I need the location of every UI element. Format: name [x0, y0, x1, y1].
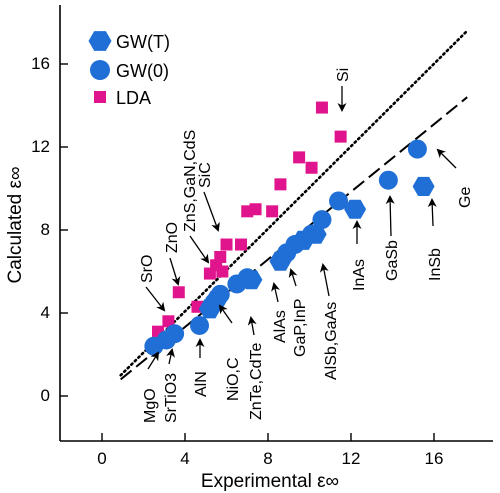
y-tick-labels: 0 4 8 12 16 [31, 54, 50, 405]
annotation-gasb: GaSb [384, 240, 401, 281]
gw-0-point [312, 210, 332, 230]
y-tick-label: 4 [41, 303, 50, 322]
gw-0-point [210, 284, 230, 304]
annotation-arrow [189, 235, 210, 264]
annotation-srtio3: SrTiO3 [163, 373, 180, 423]
annotation-alsb-gaas: AlSb,GaAs [323, 302, 340, 380]
lda-point [249, 203, 262, 216]
annotation-ge: Ge [457, 187, 474, 208]
lda-point [274, 178, 287, 191]
annotation-sic: SiC [197, 162, 214, 188]
legend-marker-lda [94, 91, 106, 103]
y-tick-label: 16 [31, 54, 50, 73]
gw-t-point [344, 199, 367, 219]
annotations: Si SiC ZnS,GaN,CdS ZnO SrO MgO SrTiO3 Al… [139, 68, 474, 423]
y-axis-title: Calculated ε∞ [5, 166, 26, 283]
lda-point [334, 130, 347, 143]
legend-marker-gw-t [88, 31, 112, 51]
annotation-arrow [436, 148, 457, 169]
annotation-znte-cdte: ZnTe,CdTe [248, 343, 265, 420]
lda-point [235, 238, 248, 251]
annotation-arrow [319, 263, 330, 297]
annotation-aln: AlN [193, 371, 210, 397]
annotation-arrow [147, 351, 160, 370]
y-tick-label: 8 [41, 220, 50, 239]
axis-ticks [60, 63, 435, 441]
annotation-gap-inp: GaP,InP [292, 299, 309, 357]
lda-point [293, 151, 306, 164]
annotation-inas: InAs [351, 259, 368, 291]
gw-0-point [190, 315, 210, 335]
annotation-arrow [166, 348, 175, 365]
gw-0-point [407, 139, 427, 159]
gw-0-point [165, 324, 185, 344]
gw-0-point [329, 191, 349, 211]
x-tick-label: 0 [97, 449, 106, 468]
lda-point [315, 101, 328, 114]
annotation-insb: InSb [427, 248, 444, 281]
gw-0-point [237, 268, 257, 288]
annotation-arrow [169, 257, 181, 286]
annotation-mgo: MgO [142, 388, 159, 423]
x-tick-label: 8 [263, 449, 272, 468]
lda-point [266, 205, 279, 218]
lda-point [172, 286, 185, 299]
gw-0-point [285, 235, 305, 255]
annotation-arrow [203, 191, 220, 232]
annotation-zns-gan-cds: ZnS,GaN,CdS [182, 130, 199, 232]
y-tick-label: 0 [41, 386, 50, 405]
annotation-sro: SrO [139, 255, 156, 283]
annotation-arrow [145, 286, 166, 312]
lda-point [305, 161, 318, 174]
annotation-arrow [271, 282, 280, 303]
lda-point [162, 315, 175, 328]
legend-label-lda: LDA [116, 88, 151, 108]
gw-0-point [378, 170, 398, 190]
annotation-alas: AlAs [272, 310, 289, 343]
gw-0-point [302, 224, 322, 244]
annotation-arrows [145, 86, 457, 370]
legend: GW(T) GW(0) LDA [88, 31, 170, 108]
annotation-arrow [385, 195, 395, 237]
lda-point [220, 238, 233, 251]
legend-marker-gw-0 [90, 60, 110, 80]
y-tick-label: 12 [31, 137, 50, 156]
dotted-reference-line [119, 29, 469, 377]
x-axis-title: Experimental ε∞ [201, 471, 339, 492]
annotation-arrow [427, 198, 437, 227]
annotation-si: Si [335, 68, 352, 82]
annotation-arrow [218, 304, 233, 324]
x-tick-label: 4 [180, 449, 189, 468]
data-points [144, 101, 435, 356]
annotation-arrow [247, 316, 257, 336]
lda-point [214, 250, 227, 263]
x-tick-label: 12 [342, 449, 361, 468]
gw-t-point [412, 176, 435, 196]
lda-point [216, 265, 229, 278]
x-tick-label: 16 [425, 449, 444, 468]
annotation-arrow [288, 268, 298, 287]
legend-label-gw-0: GW(0) [116, 61, 169, 81]
annotation-zno: ZnO [164, 222, 181, 253]
annotation-nio-c: NiO,C [225, 357, 242, 401]
legend-label-gw-t: GW(T) [116, 32, 170, 52]
x-tick-labels: 0 4 8 12 16 [97, 449, 443, 468]
